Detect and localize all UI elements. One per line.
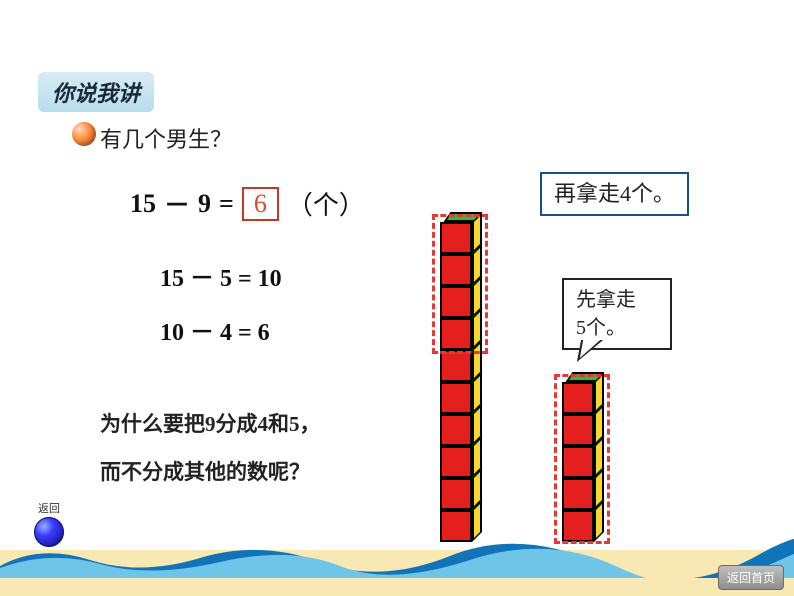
answer-box: 6 [242,187,279,221]
eq-lhs: 15 [130,189,156,219]
why-line: 为什么要把9分成4和5， [100,400,321,448]
eq-unit: （个） [287,185,365,222]
callout-line: 先拿走 [576,286,658,314]
equation-main: 15 － 9 = 6 （个） [130,185,365,222]
callout-take-4: 再拿走4个。 [540,172,689,216]
dashed-selection [554,374,610,544]
section-tag: 你说我讲 [38,72,154,112]
callout-line: 5个。 [576,314,658,342]
return-home-button[interactable]: 返回首页 [718,565,784,590]
bullet-icon [72,122,96,146]
equation-sub: 15 － 5 = 10 [160,258,282,293]
cube-icon [440,350,472,382]
callout-take-5: 先拿走 5个。 [562,278,672,350]
cube-icon [440,382,472,414]
back-label: 返回 [34,500,64,516]
why-line: 而不分成其他的数呢？ [100,448,321,496]
equation-sub: 10 － 4 = 6 [160,312,270,347]
eq-eq: = [219,189,234,219]
cube-icon [440,414,472,446]
dashed-selection [432,214,488,354]
eq-rhs: 9 [198,189,211,219]
cube-icon [440,478,472,510]
cube-icon [440,446,472,478]
eq-op: － [164,185,190,222]
sea-wave-icon [0,538,794,578]
question-text: 有几个男生？ [100,122,232,154]
why-question: 为什么要把9分成4和5， 而不分成其他的数呢？ [100,400,321,496]
